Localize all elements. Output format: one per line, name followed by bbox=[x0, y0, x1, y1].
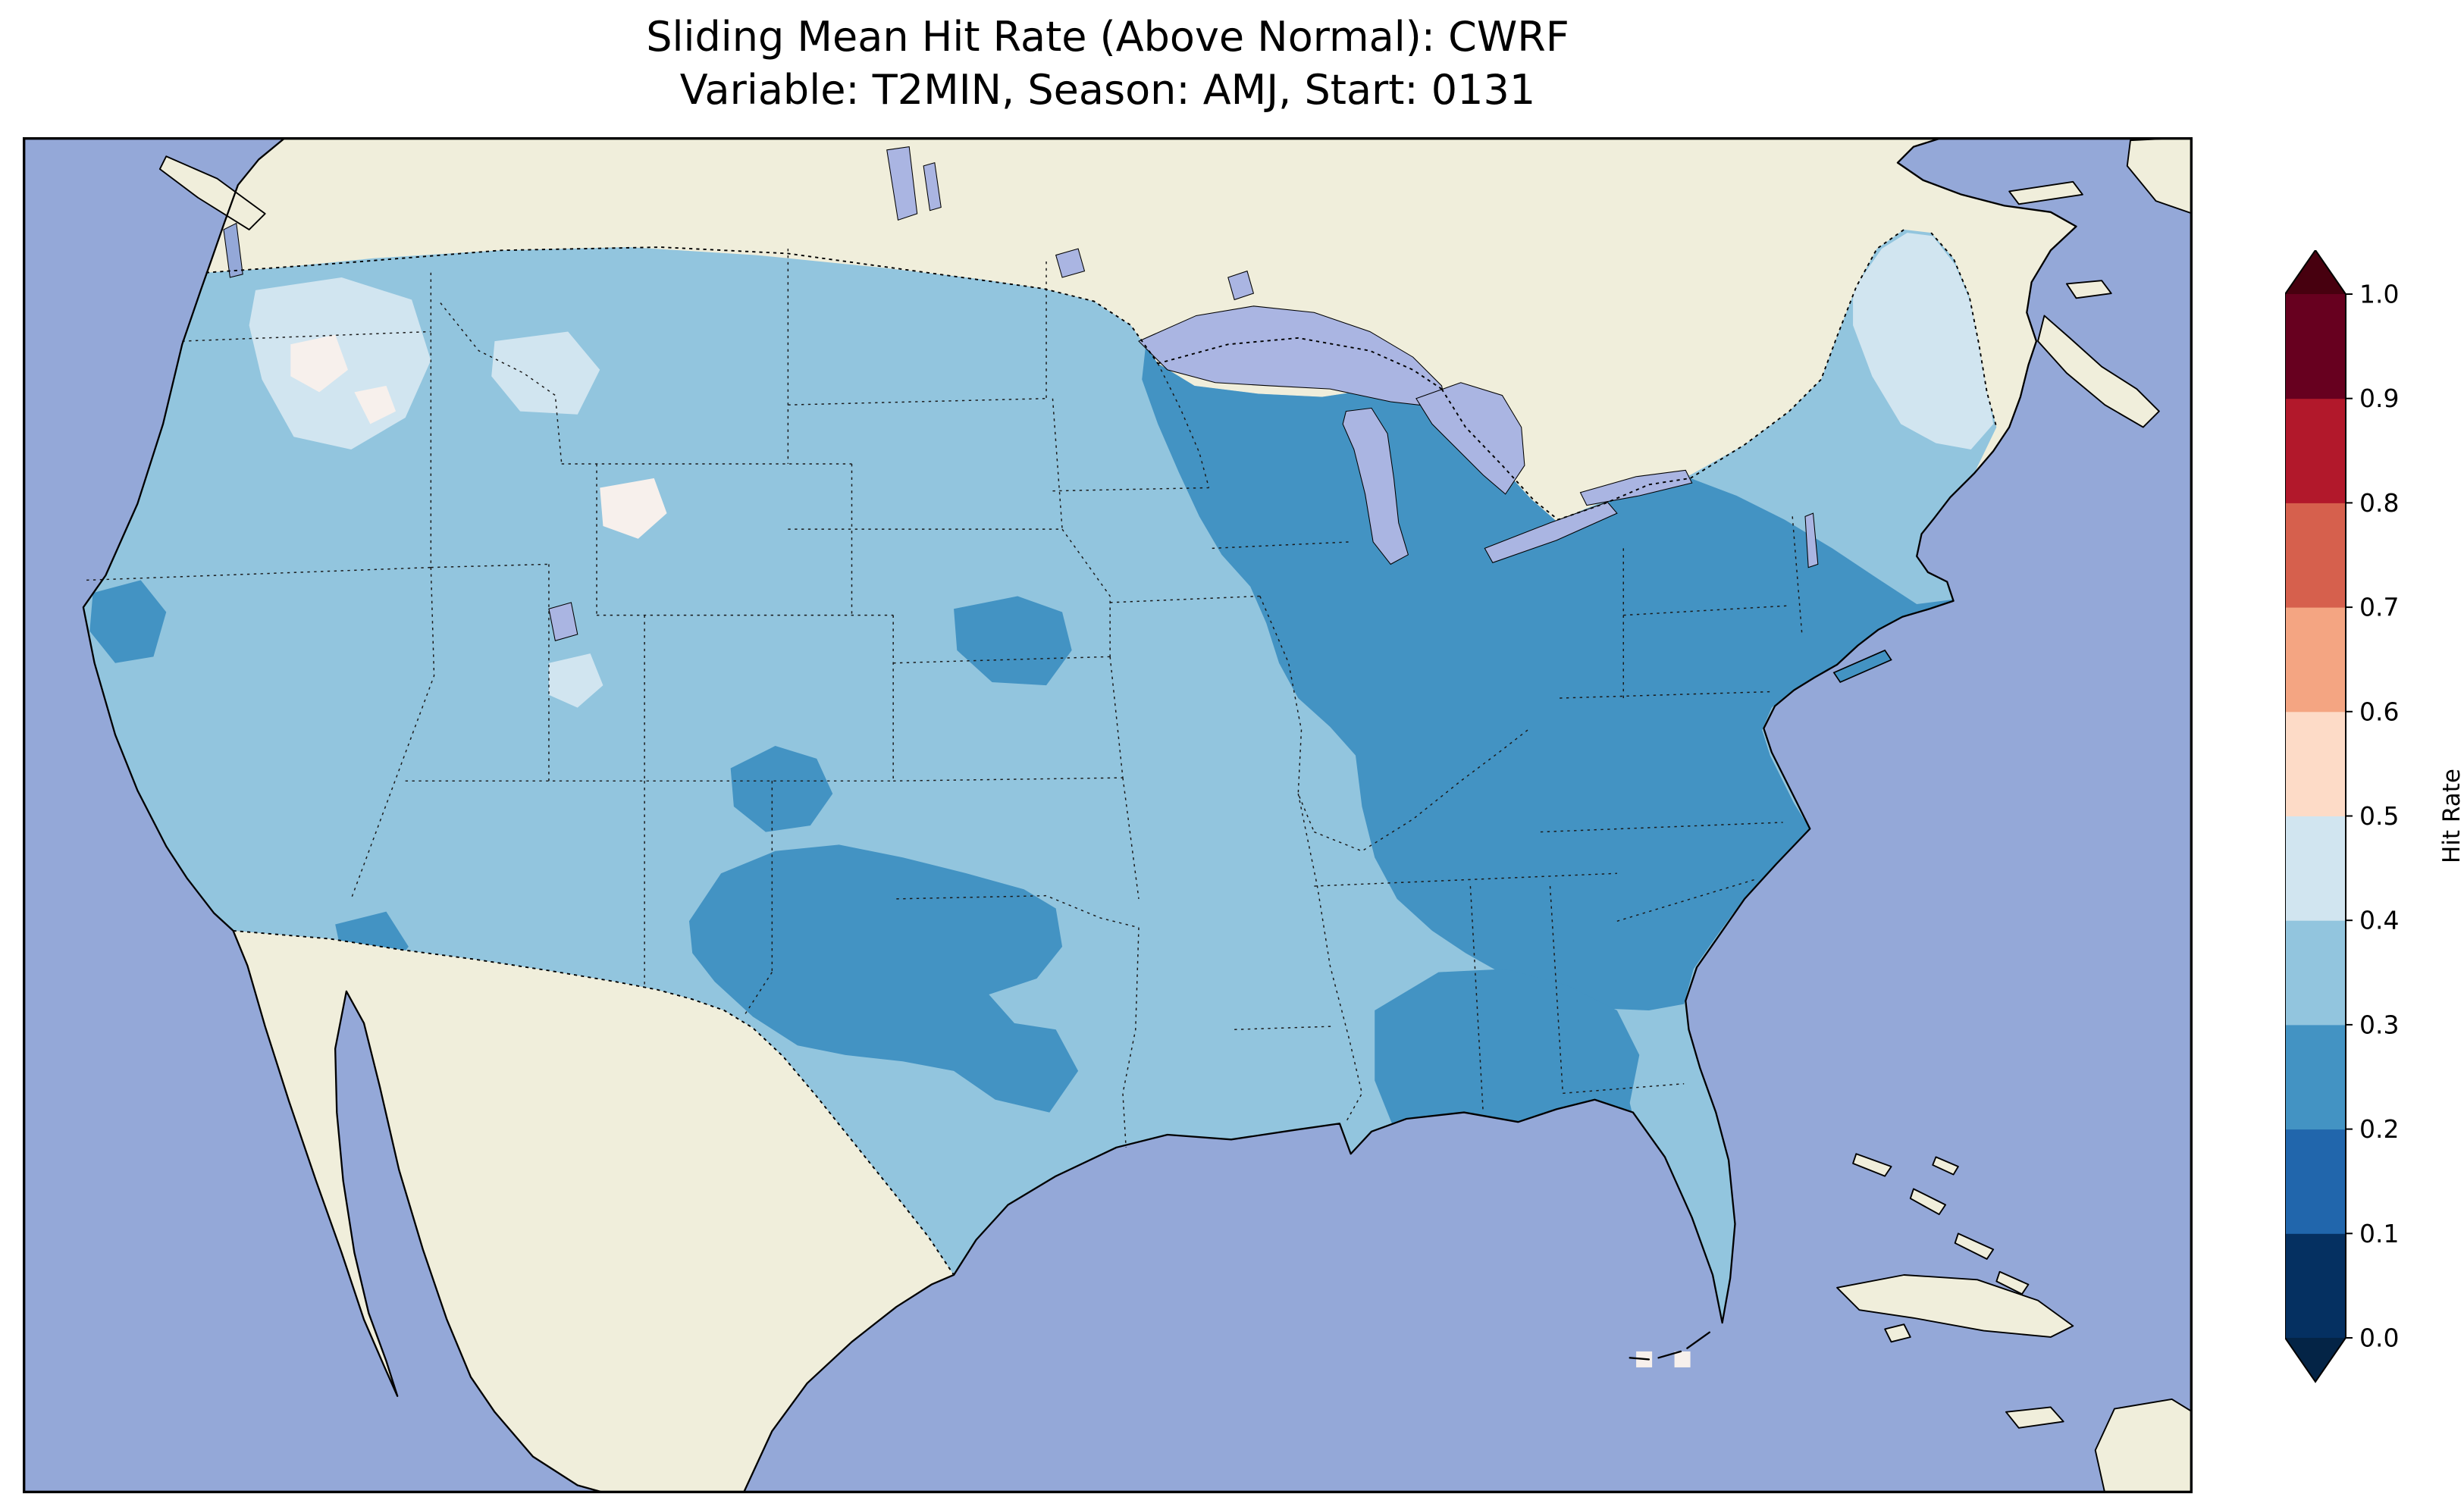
cuba bbox=[1836, 1274, 2074, 1338]
islands bbox=[158, 137, 2193, 1493]
bahamas-3 bbox=[1954, 1232, 1995, 1260]
florida-keys bbox=[1629, 1331, 1710, 1361]
light-region-utah bbox=[548, 653, 603, 708]
light-region-montana bbox=[491, 331, 600, 415]
lake-champlain bbox=[1804, 512, 1819, 568]
colorbar-segment bbox=[2285, 1129, 2346, 1234]
puget-sound bbox=[223, 222, 243, 278]
colorbar-segment bbox=[2285, 1233, 2346, 1339]
bahamas-2 bbox=[1909, 1188, 1947, 1216]
us-hit-rate-map bbox=[23, 137, 2193, 1493]
lake-nipigon bbox=[1227, 270, 1255, 301]
colorbar-segment bbox=[2285, 816, 2346, 921]
long-island bbox=[1832, 649, 1892, 684]
isla-juventud bbox=[1884, 1323, 1911, 1343]
dark-region-midwest-east bbox=[1142, 336, 1955, 1011]
colorbar-tick-label: 0.6 bbox=[2359, 697, 2399, 726]
white-region-idaho-2 bbox=[354, 385, 397, 424]
jamaica bbox=[2005, 1406, 2064, 1429]
coastline bbox=[82, 137, 2077, 1493]
lake-erie bbox=[1484, 501, 1618, 563]
lakes bbox=[223, 146, 1819, 641]
vancouver-island bbox=[158, 155, 266, 230]
state-borders bbox=[86, 249, 1803, 1148]
colorbar-tick-label: 0.2 bbox=[2359, 1114, 2399, 1144]
colorbar-tick-label: 0.1 bbox=[2359, 1219, 2399, 1248]
colorbar-tick-label: 0.4 bbox=[2359, 906, 2399, 935]
dark-region-colorado bbox=[730, 746, 833, 832]
colorbar-segment bbox=[2285, 920, 2346, 1026]
colorbar-segment bbox=[2285, 711, 2346, 816]
colorbar-under-arrow bbox=[2285, 1338, 2346, 1382]
hispaniola bbox=[2094, 1398, 2193, 1493]
bahamas-4 bbox=[1932, 1156, 1959, 1176]
figure-title-line1: Sliding Mean Hit Rate (Above Normal): CW… bbox=[646, 13, 1569, 61]
bahamas-5 bbox=[1995, 1270, 2030, 1295]
dark-region-central-plains bbox=[688, 844, 1079, 1113]
figure-title-line2: Variable: T2MIN, Season: AMJ, Start: 013… bbox=[679, 66, 1536, 114]
us-mexico-border bbox=[233, 929, 955, 1276]
colorbar-axis-label: Hit Rate bbox=[2438, 769, 2464, 863]
colorbar-segment bbox=[2285, 1024, 2346, 1130]
colorbar-segment bbox=[2285, 398, 2346, 503]
hit-rate-data-patches bbox=[89, 233, 1994, 1205]
prince-edward-island bbox=[2065, 280, 2112, 299]
map-axes bbox=[23, 137, 2193, 1493]
dark-region-north-california bbox=[89, 580, 167, 663]
us-canada-border bbox=[205, 229, 1998, 521]
colorbar-tick-label: 0.9 bbox=[2359, 384, 2399, 413]
colorbar-svg: 0.0 0.1 0.2 0.3 0.4 0.5 0.6 0.7 0.8 0.9 1.0 Hit Rat… bbox=[2284, 249, 2464, 1383]
white-region-wyoming bbox=[600, 478, 667, 539]
dark-region-nebraska bbox=[954, 596, 1072, 686]
colorbar-segment bbox=[2285, 294, 2346, 399]
colorbar-tick-label: 0.8 bbox=[2359, 488, 2399, 518]
lake-manitoba bbox=[923, 161, 942, 211]
colorbar-tick-label: 1.0 bbox=[2359, 280, 2399, 309]
colorbar-segment bbox=[2285, 607, 2346, 713]
white-region-idaho-1 bbox=[290, 334, 348, 393]
anticosti-island bbox=[2008, 180, 2083, 205]
colorbar-tick-label: 0.0 bbox=[2359, 1323, 2399, 1353]
bahamas-1 bbox=[1852, 1153, 1892, 1177]
colorbar: 0.0 0.1 0.2 0.3 0.4 0.5 0.6 0.7 0.8 0.9 1.0 Hit Rat… bbox=[2284, 249, 2464, 1387]
nova-scotia bbox=[2037, 315, 2160, 428]
lake-michigan bbox=[1342, 407, 1409, 565]
colorbar-tick-label: 0.3 bbox=[2359, 1010, 2399, 1039]
lake-winnipeg bbox=[886, 146, 918, 221]
colorbar-over-arrow bbox=[2285, 250, 2346, 294]
lake-ontario bbox=[1579, 469, 1693, 506]
colorbar-segment bbox=[2285, 503, 2346, 608]
figure-title: Sliding Mean Hit Rate (Above Normal): CW… bbox=[23, 11, 2193, 117]
lake-huron bbox=[1415, 382, 1525, 495]
light-region-maine bbox=[1853, 233, 1994, 450]
colorbar-tick-label: 0.7 bbox=[2359, 593, 2399, 622]
lake-of-the-woods bbox=[1055, 248, 1086, 278]
great-salt-lake bbox=[548, 602, 578, 641]
colorbar-tick-label: 0.5 bbox=[2359, 801, 2399, 831]
offshore-cell-2 bbox=[1674, 1351, 1691, 1367]
map-frame bbox=[23, 137, 2193, 1493]
